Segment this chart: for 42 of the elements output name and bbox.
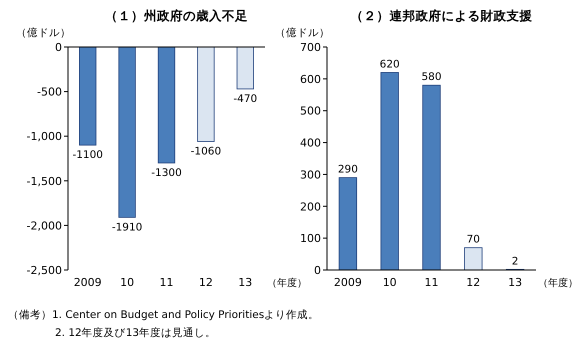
y-tick-label: -2,000 bbox=[26, 219, 62, 232]
y-tick-label: -1,500 bbox=[26, 174, 62, 188]
x-tick-label: 12 bbox=[198, 276, 213, 289]
y-tick-label: 100 bbox=[300, 232, 321, 246]
text: （備考）1. Center on Budget and Policy Prioritiesより作成。 bbox=[8, 308, 320, 321]
data-label: -470 bbox=[233, 92, 258, 105]
x-tick-label: 10 bbox=[120, 276, 134, 289]
y-tick-label: 200 bbox=[300, 200, 321, 214]
x-tick-label: 2009 bbox=[74, 276, 102, 289]
data-label: 70 bbox=[466, 234, 480, 246]
y-tick-label: 700 bbox=[300, 41, 321, 54]
y-axis-title: （億ドル） bbox=[16, 26, 71, 39]
x-tick-label: 13 bbox=[238, 276, 252, 289]
y-tick-label: -1,000 bbox=[26, 130, 62, 144]
y-tick-label: 500 bbox=[300, 104, 321, 118]
data-label: -1300 bbox=[151, 166, 182, 179]
x-tick-label: 13 bbox=[508, 276, 522, 289]
data-label: -1910 bbox=[112, 221, 142, 234]
data-label: 290 bbox=[338, 164, 358, 176]
x-tick-label: 11 bbox=[160, 276, 174, 289]
y-axis-title: （億ドル） bbox=[275, 26, 330, 39]
x-tick-label: 11 bbox=[424, 276, 438, 289]
text: 2. 12年度及び13年度は見通し。 bbox=[55, 326, 216, 339]
y-tick-label: -500 bbox=[37, 86, 62, 99]
x-axis-title: （年度） bbox=[538, 277, 578, 289]
y-tick-label: -2,500 bbox=[26, 264, 62, 277]
y-tick-label: 600 bbox=[300, 72, 321, 86]
x-tick-label: 10 bbox=[382, 276, 397, 289]
y-tick-label: 0 bbox=[314, 264, 321, 277]
data-label: 580 bbox=[421, 71, 442, 84]
chart-title: （２）連邦政府による財政支援 bbox=[350, 8, 532, 23]
x-axis-title: （年度） bbox=[267, 277, 307, 289]
data-label: -1100 bbox=[72, 149, 103, 162]
x-tick-label: 12 bbox=[466, 276, 480, 289]
data-label: 620 bbox=[380, 58, 400, 70]
y-tick-label: 400 bbox=[300, 136, 321, 150]
y-tick-label: 0 bbox=[55, 41, 62, 54]
data-label: -1060 bbox=[190, 146, 222, 158]
y-tick-label: 300 bbox=[300, 168, 321, 182]
data-label: 2 bbox=[512, 255, 518, 268]
chart-title: （１）州政府の歳入不足 bbox=[105, 8, 248, 23]
x-tick-label: 2009 bbox=[334, 276, 362, 289]
